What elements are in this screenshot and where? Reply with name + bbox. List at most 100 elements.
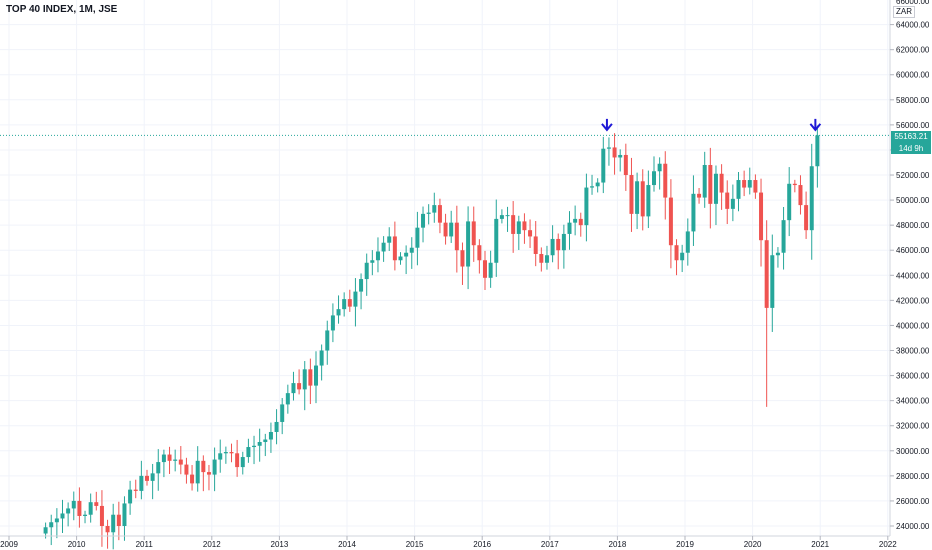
- candle-body: [437, 205, 442, 223]
- chart-title: TOP 40 INDEX, 1M, JSE: [6, 4, 118, 15]
- candle-body: [770, 255, 775, 308]
- grid: [0, 0, 890, 536]
- overlay: [0, 118, 890, 136]
- candle-body: [477, 245, 482, 261]
- candle-body: [60, 513, 65, 519]
- candle-body: [263, 439, 268, 443]
- price-tick-label: 24000.00: [896, 522, 930, 531]
- candle-body: [629, 175, 634, 214]
- time-tick-label: 2012: [203, 540, 221, 549]
- candle-body: [454, 222, 459, 251]
- price-tick-label: 66000.00: [896, 0, 930, 6]
- candle-body: [195, 460, 200, 484]
- candle-body: [567, 222, 572, 234]
- candle-body: [697, 193, 702, 198]
- price-tick-label: 50000.00: [896, 196, 930, 205]
- candle-body: [713, 173, 718, 204]
- candle-body: [488, 262, 493, 278]
- candle-body: [528, 230, 533, 237]
- candle-body: [505, 215, 510, 217]
- price-tick-label: 42000.00: [896, 296, 930, 305]
- candle-body: [815, 135, 820, 167]
- candle-body: [742, 180, 747, 188]
- price-tick-label: 52000.00: [896, 171, 930, 180]
- candle-body: [443, 222, 448, 237]
- price-tick-label: 64000.00: [896, 21, 930, 30]
- time-axis[interactable]: 2009 2010 2011 2012 2013 2014 2015 2016 2017 2018…: [0, 535, 897, 549]
- candle-body: [43, 527, 48, 534]
- candle-body: [375, 251, 380, 261]
- candle-body: [218, 453, 223, 460]
- candle-body: [623, 154, 628, 176]
- candle-body: [618, 154, 623, 158]
- candle-body: [753, 180, 758, 193]
- candle-body: [691, 193, 696, 232]
- candle-body: [99, 505, 104, 526]
- candle-body: [342, 299, 347, 310]
- candle-body: [122, 503, 127, 526]
- candle-body: [223, 452, 228, 454]
- candle-body: [635, 181, 640, 214]
- candle-body: [764, 240, 769, 308]
- time-tick-label: 2011: [136, 540, 154, 549]
- price-axis[interactable]: 66000.00 24000.00 26000.00 28000.00 30000.00…: [889, 0, 930, 536]
- candle-body: [736, 180, 741, 199]
- candle-body: [336, 309, 341, 316]
- candle-body: [398, 256, 403, 261]
- candle-body: [595, 182, 600, 187]
- candle-body: [404, 252, 409, 257]
- candle-body: [725, 192, 730, 209]
- candle-body: [319, 350, 324, 366]
- candle-body: [640, 181, 645, 217]
- arrow-head: [601, 123, 613, 132]
- candle-body: [240, 457, 245, 468]
- candle-body: [268, 431, 273, 440]
- candle-body: [308, 369, 313, 386]
- candle-body: [804, 205, 809, 231]
- candle-body: [161, 454, 166, 463]
- candle-body: [190, 474, 195, 484]
- candle-body: [139, 475, 144, 491]
- candle-body: [426, 212, 431, 214]
- price-tick-label: 30000.00: [896, 447, 930, 456]
- candle-body: [674, 245, 679, 261]
- candle-body: [353, 291, 358, 307]
- candle-body: [156, 462, 161, 474]
- candle-body: [539, 253, 544, 263]
- currency-badge[interactable]: ZAR: [893, 6, 915, 18]
- candle-body: [556, 238, 561, 251]
- candle-body: [297, 383, 302, 390]
- candle-body: [590, 186, 595, 188]
- candle-body: [370, 260, 375, 263]
- candle-body: [652, 171, 656, 186]
- candle-body: [730, 198, 735, 209]
- candle-body: [708, 164, 713, 204]
- candle-body: [483, 260, 487, 278]
- candle-body: [184, 464, 189, 475]
- candle-body: [291, 383, 296, 394]
- price-tick-label: 44000.00: [896, 271, 930, 280]
- candle-body: [809, 166, 814, 231]
- time-tick-label: 2018: [609, 540, 627, 549]
- candle-body: [432, 205, 437, 213]
- arrow-head: [809, 123, 822, 132]
- last-price-tag: 55163.21: [891, 131, 931, 143]
- candle-body: [285, 393, 290, 405]
- candle-body: [533, 236, 538, 254]
- time-tick-label: 2009: [0, 540, 18, 549]
- candle-body: [359, 279, 364, 292]
- candle-body: [54, 518, 59, 523]
- price-tick-label: 58000.00: [896, 96, 930, 105]
- price-tick-label: 56000.00: [896, 121, 930, 130]
- candle-body: [173, 459, 178, 461]
- candle-body: [206, 472, 211, 475]
- time-tick-label: 2013: [271, 540, 289, 549]
- candle-body: [364, 262, 369, 280]
- price-tick-label: 60000.00: [896, 71, 930, 80]
- price-tick-label: 48000.00: [896, 221, 930, 230]
- candle-body: [314, 365, 318, 386]
- candle-body: [229, 452, 234, 454]
- candle-body: [792, 183, 797, 186]
- candle-body: [128, 489, 133, 504]
